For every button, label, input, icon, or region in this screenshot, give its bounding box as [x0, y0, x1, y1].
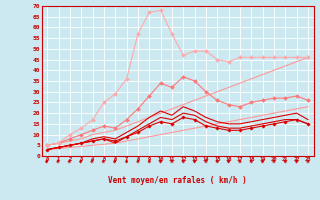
- X-axis label: Vent moyen/en rafales ( km/h ): Vent moyen/en rafales ( km/h ): [108, 176, 247, 185]
